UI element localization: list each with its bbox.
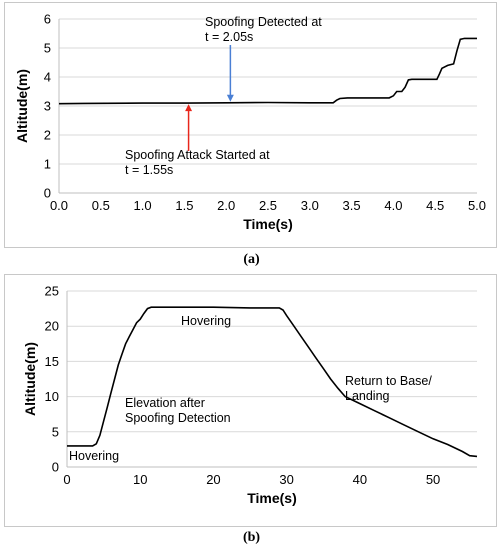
annotation-text: Landing [345, 389, 390, 403]
y-axis-title: Altitude(m) [22, 342, 38, 416]
annotation-text: Hovering [181, 314, 231, 328]
x-axis-title: Time(s) [243, 216, 293, 232]
detected-arrowhead [226, 94, 234, 102]
y-tick-label: 1 [44, 157, 51, 172]
annotation-text: Elevation after [125, 396, 205, 410]
x-tick-label: 0.0 [50, 198, 68, 213]
y-tick-label: 2 [44, 128, 51, 143]
y-tick-label: 0 [44, 186, 51, 201]
y-tick-label: 5 [44, 41, 51, 56]
annotation-attack-text: t = 1.55s [125, 163, 173, 177]
chart-panel-a: 0 1 2 3 4 5 6 0.0 0.5 1.0 1.5 2.0 2.5 3.0 3.5 4.0 4.5 5.0… [4, 2, 497, 248]
x-tick-label: 4.5 [426, 198, 444, 213]
annotation-text: Spoofing Detection [125, 411, 231, 425]
y-tick-label: 20 [45, 319, 59, 334]
x-tick-label: 0.5 [92, 198, 110, 213]
y-tick-label: 25 [45, 284, 59, 299]
annotation-detected-text: t = 2.05s [205, 30, 253, 44]
x-tick-label: 1.0 [134, 198, 152, 213]
x-tick-label: 5.0 [468, 198, 486, 213]
chart-panel-b: 0 5 10 15 20 25 0 10 20 30 40 50 Time(s) Altitude(m) H… [4, 274, 497, 527]
altitude-chart-a: 0 1 2 3 4 5 6 0.0 0.5 1.0 1.5 2.0 2.5 3.0 3.5 4.0 4.5 5.0… [14, 12, 486, 233]
attack-arrowhead [185, 104, 193, 112]
altitude-chart-b: 0 5 10 15 20 25 0 10 20 30 40 50 Time(s) Altitude(m) H… [22, 284, 478, 506]
annotation-attack-text: Spoofing Attack Started at [125, 148, 270, 162]
x-tick-label: 0 [63, 472, 70, 487]
x-tick-label: 50 [426, 472, 440, 487]
x-tick-label: 2.0 [217, 198, 235, 213]
x-tick-label: 10 [133, 472, 147, 487]
y-tick-label: 4 [44, 70, 51, 85]
annotation-text: Hovering [69, 449, 119, 463]
x-tick-label: 4.0 [384, 198, 402, 213]
caption-b: (b) [242, 530, 261, 545]
caption-a: (a) [243, 252, 260, 267]
y-tick-label: 3 [44, 99, 51, 114]
y-tick-label: 0 [52, 460, 59, 475]
y-tick-label: 5 [52, 424, 59, 439]
y-axis-title: Altitude(m) [14, 69, 30, 143]
x-tick-label: 3.0 [301, 198, 319, 213]
x-tick-label: 3.5 [343, 198, 361, 213]
annotation-detected-text: Spoofing Detected at [205, 15, 322, 29]
x-tick-label: 20 [206, 472, 220, 487]
y-tick-label: 6 [44, 12, 51, 27]
x-tick-label: 2.5 [259, 198, 277, 213]
annotation-text: Return to Base/ [345, 374, 432, 388]
x-tick-label: 1.5 [175, 198, 193, 213]
y-tick-label: 15 [45, 354, 59, 369]
y-tick-label: 10 [45, 389, 59, 404]
x-tick-label: 40 [353, 472, 367, 487]
altitude-series-line [58, 37, 477, 105]
x-axis-title: Time(s) [247, 490, 297, 506]
x-tick-label: 30 [279, 472, 293, 487]
altitude-series-line [67, 306, 478, 458]
